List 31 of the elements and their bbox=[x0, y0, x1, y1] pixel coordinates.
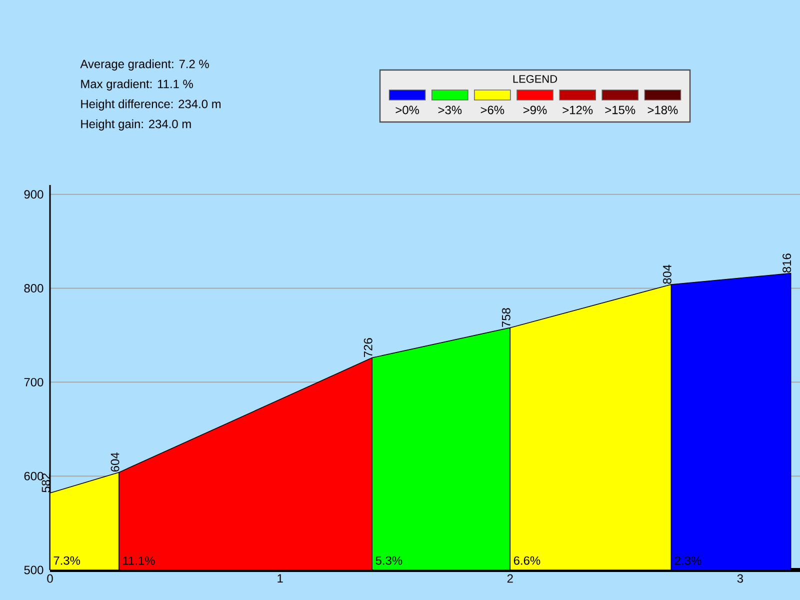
y-tick-label: 500 bbox=[24, 566, 44, 574]
y-tick-label: 800 bbox=[24, 284, 44, 293]
annotation: 6.6% bbox=[514, 556, 540, 565]
x-tick-label: 0 bbox=[47, 574, 53, 583]
text: Height difference: 234.0 m bbox=[81, 99, 221, 111]
legend-label: >9% bbox=[523, 106, 547, 114]
text: Max gradient: 11.1 % bbox=[81, 79, 193, 91]
legend-label: >18% bbox=[648, 106, 678, 114]
data-label: 758 bbox=[502, 308, 510, 327]
annotation: 2.3% bbox=[674, 556, 702, 565]
y-tick-label: 900 bbox=[24, 190, 44, 199]
legend-label: >0% bbox=[396, 106, 420, 114]
x-tick-label: 2 bbox=[507, 574, 513, 583]
data-label: 726 bbox=[364, 338, 372, 357]
legend-label: >12% bbox=[562, 106, 593, 114]
data-label: 604 bbox=[110, 452, 120, 472]
x-tick-label: 1 bbox=[278, 574, 283, 583]
data-label: 816 bbox=[782, 254, 792, 273]
legend-label: >6% bbox=[480, 106, 504, 114]
annotation: 5.3% bbox=[376, 556, 402, 565]
annotation: 7.3% bbox=[54, 556, 80, 565]
y-tick-label: 600 bbox=[24, 472, 44, 480]
text: Height gain: 234.0 m bbox=[81, 119, 191, 131]
y-tick-label: 700 bbox=[24, 378, 44, 386]
data-label: 804 bbox=[662, 264, 672, 284]
text: Average gradient: 7.2 % bbox=[80, 59, 209, 71]
x-tick-label: 3 bbox=[737, 574, 743, 583]
legend-title: LEGEND bbox=[513, 75, 558, 83]
legend-label: >3% bbox=[438, 106, 462, 114]
legend-label: >15% bbox=[605, 106, 636, 114]
annotation: 11.1% bbox=[123, 556, 155, 565]
